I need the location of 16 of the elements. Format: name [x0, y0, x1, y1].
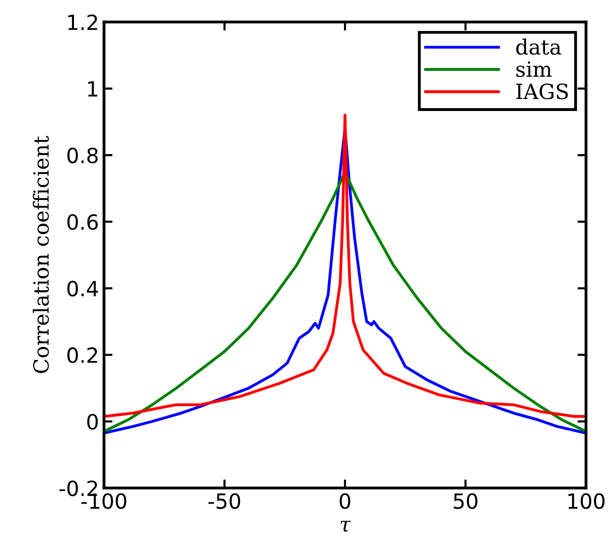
x-tick-label: 100 — [568, 493, 604, 509]
y-tick-label: 0.4 — [67, 280, 98, 296]
x-tick-label: 50 — [454, 493, 478, 509]
x-axis-title: τ — [340, 520, 352, 532]
y-tick-label: 1.2 — [68, 14, 98, 30]
legend-label: sim — [516, 61, 552, 78]
legend-label: data — [516, 38, 562, 55]
x-tick-label: -50 — [208, 493, 240, 509]
y-tick-label: 0.2 — [67, 347, 98, 364]
y-tick-label: 1 — [88, 81, 98, 96]
y-tick-label: 0.8 — [67, 148, 98, 164]
y-axis-title: Correlation coefficient — [32, 136, 49, 374]
x-tick-label: 0 — [340, 493, 350, 509]
y-tick-label: 0 — [87, 414, 98, 430]
legend-label: IAGS — [516, 84, 568, 100]
y-tick-label: 0.6 — [67, 214, 98, 230]
